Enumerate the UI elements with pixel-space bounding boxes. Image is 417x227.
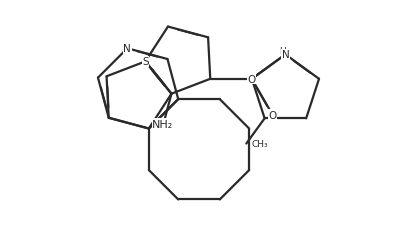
Text: S: S [142,57,148,67]
Text: CH₃: CH₃ [251,139,268,148]
Text: H: H [279,47,286,55]
Text: O: O [248,74,256,84]
Text: N: N [281,50,289,60]
Text: N: N [123,44,131,54]
Text: NH₂: NH₂ [152,119,173,129]
Text: N: N [281,50,289,60]
Text: O: O [269,110,277,120]
